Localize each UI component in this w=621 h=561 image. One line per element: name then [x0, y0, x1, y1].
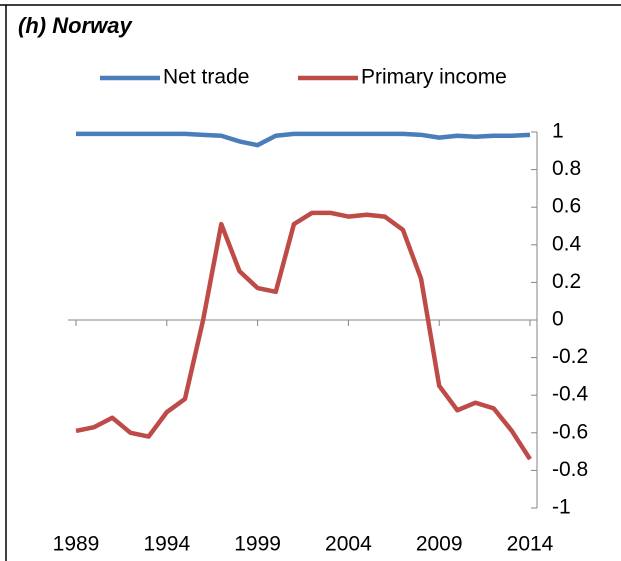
y-tick-label: -0.6 — [552, 420, 588, 443]
x-tick-label: 2014 — [507, 533, 554, 556]
x-tick-label: 1989 — [53, 533, 100, 556]
x-tick-label: 1999 — [234, 533, 281, 556]
legend-label: Net trade — [163, 66, 249, 89]
x-tick-label: 2009 — [416, 533, 463, 556]
y-tick-label: 0.2 — [552, 270, 581, 293]
x-tick-label: 2004 — [325, 533, 372, 556]
x-tick-label: 1994 — [143, 533, 190, 556]
y-tick-label: 1 — [552, 120, 564, 143]
y-tick-label: -0.8 — [552, 458, 588, 481]
chart-title: (h) Norway — [18, 13, 133, 38]
y-tick-label: -0.2 — [552, 345, 588, 368]
y-tick-label: 0 — [552, 308, 564, 331]
y-tick-label: 0.4 — [552, 232, 582, 255]
y-tick-label: -0.4 — [552, 383, 589, 406]
series-line — [76, 131, 531, 148]
series-line — [75, 210, 532, 461]
y-tick-label: 0.8 — [552, 157, 581, 180]
legend-label: Primary income — [361, 66, 507, 89]
y-tick-label: 0.6 — [552, 195, 581, 218]
y-tick-label: -1 — [552, 496, 571, 519]
